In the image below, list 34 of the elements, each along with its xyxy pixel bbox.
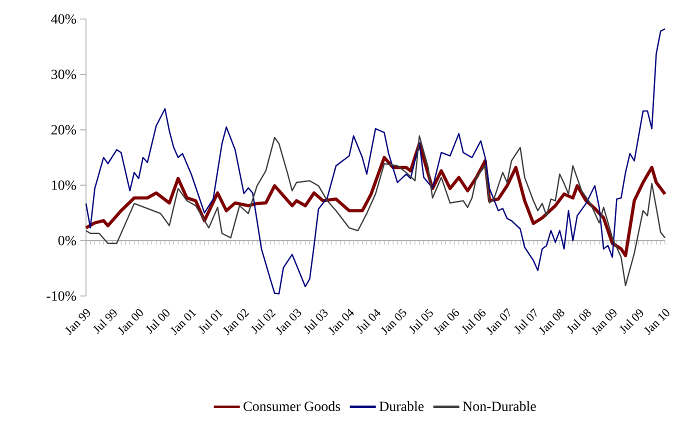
y-tick-label: 10%: [52, 180, 76, 190]
x-tick-label: Jan 03: [276, 309, 302, 336]
x-tick-label: Jan 08: [538, 308, 564, 336]
x-tick-label: Jul 08: [566, 309, 591, 334]
x-tick-label: Jul 99: [93, 309, 117, 334]
x-tick-label: Jul 06: [462, 308, 486, 334]
x-tick-label: Jan 06: [434, 308, 460, 336]
x-tick-label: Jan 09: [592, 309, 616, 336]
x-tick-label: Jan 01: [170, 309, 196, 336]
x-tick-label: Jan 07: [486, 308, 510, 336]
y-tick-label: 30%: [52, 70, 76, 80]
x-tick-label: Jan 02: [223, 309, 250, 336]
x-tick-label: Jul 09: [619, 309, 644, 334]
x-tick-label: Jan 05: [380, 308, 406, 336]
legend-label: Consumer Goods: [244, 401, 340, 412]
line-series: [85, 135, 666, 286]
legend-label: Non-Durable: [462, 401, 536, 412]
x-tick-label: Jul 00: [146, 309, 170, 334]
x-tick-label: Jul 01: [198, 310, 223, 334]
x-tick-label: Jul 02: [251, 309, 276, 334]
y-tick-label: -10%: [46, 291, 76, 301]
y-tick-label: 40%: [51, 14, 76, 24]
x-tick-label: Jan 00: [118, 309, 143, 336]
x-tick-label: Jul 07: [514, 308, 537, 334]
x-tick-label: Jul 04: [356, 308, 380, 334]
x-tick-label: Jan 99: [65, 309, 90, 336]
x-tick-label: Jan 04: [328, 308, 354, 336]
legend-label: Durable: [379, 401, 424, 412]
x-tick-label: Jul 05: [408, 308, 433, 334]
x-tick-label: Jul 03: [304, 309, 328, 334]
x-tick-label: Jan 10: [644, 309, 670, 336]
y-tick-label: 0%: [58, 236, 76, 246]
y-tick-label: 20%: [51, 125, 76, 135]
line-series: [85, 28, 666, 294]
